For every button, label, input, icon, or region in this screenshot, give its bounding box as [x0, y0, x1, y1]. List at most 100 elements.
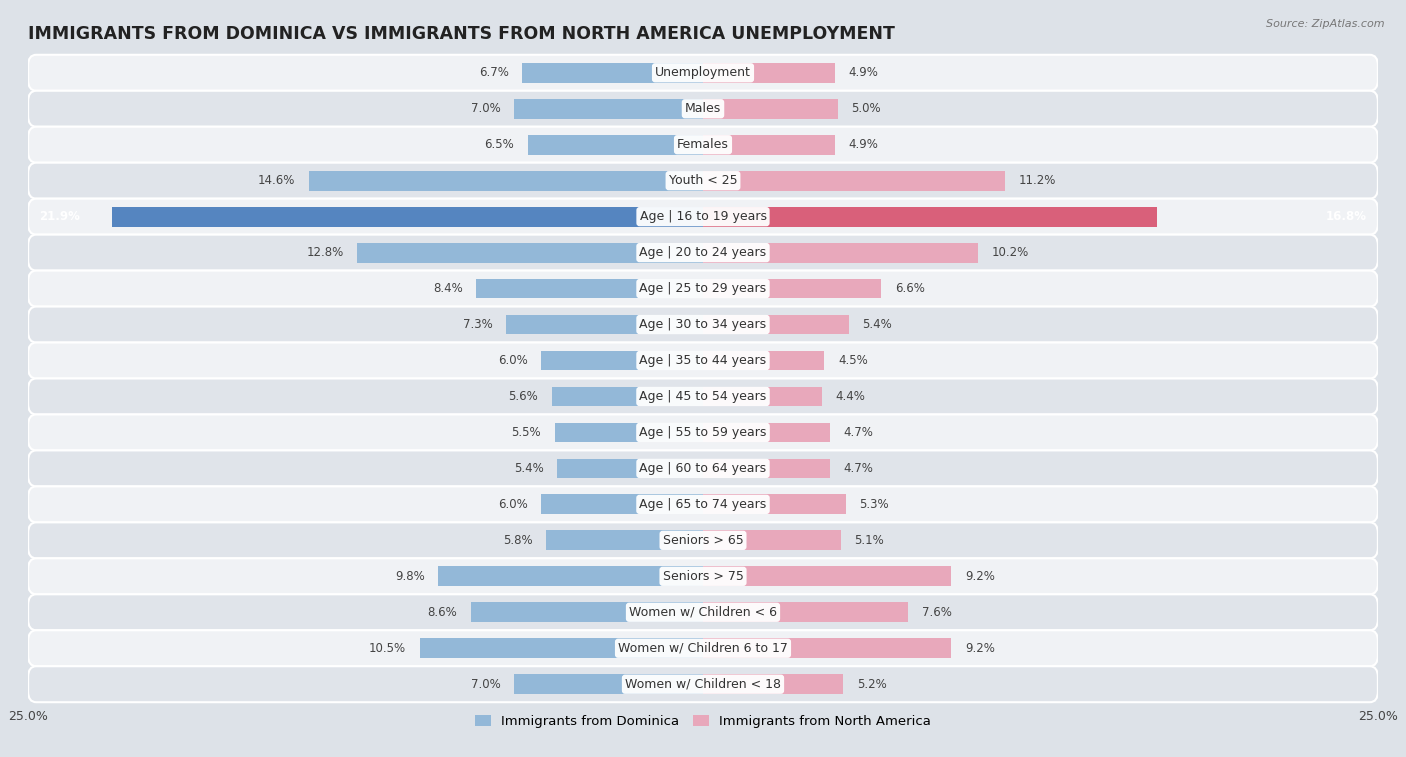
Bar [547, 531, 703, 550]
Text: Seniors > 65: Seniors > 65 [662, 534, 744, 547]
Text: 21.9%: 21.9% [39, 210, 80, 223]
FancyBboxPatch shape [28, 342, 1378, 378]
Bar [527, 135, 703, 154]
Text: Age | 25 to 29 years: Age | 25 to 29 years [640, 282, 766, 295]
Bar [703, 350, 824, 370]
Text: 4.9%: 4.9% [849, 139, 879, 151]
Bar [515, 99, 703, 119]
Bar [703, 566, 952, 586]
Text: 12.8%: 12.8% [307, 246, 344, 259]
Text: Age | 35 to 44 years: Age | 35 to 44 years [640, 354, 766, 367]
Bar [703, 494, 846, 514]
Text: 4.7%: 4.7% [844, 462, 873, 475]
Bar [557, 459, 703, 478]
FancyBboxPatch shape [28, 126, 1378, 163]
Text: 6.0%: 6.0% [498, 354, 527, 367]
Text: 8.6%: 8.6% [427, 606, 457, 618]
Bar [515, 674, 703, 694]
Text: Source: ZipAtlas.com: Source: ZipAtlas.com [1267, 19, 1385, 29]
Text: Age | 16 to 19 years: Age | 16 to 19 years [640, 210, 766, 223]
Text: 4.4%: 4.4% [835, 390, 865, 403]
Bar [703, 207, 1157, 226]
FancyBboxPatch shape [28, 198, 1378, 235]
Bar [703, 63, 835, 83]
Text: Seniors > 75: Seniors > 75 [662, 570, 744, 583]
Text: 6.5%: 6.5% [484, 139, 515, 151]
Bar [506, 315, 703, 335]
Bar [703, 422, 830, 442]
Text: Age | 60 to 64 years: Age | 60 to 64 years [640, 462, 766, 475]
FancyBboxPatch shape [28, 378, 1378, 415]
Text: 5.2%: 5.2% [856, 678, 887, 690]
Text: 5.6%: 5.6% [509, 390, 538, 403]
Text: Age | 55 to 59 years: Age | 55 to 59 years [640, 426, 766, 439]
Text: Women w/ Children 6 to 17: Women w/ Children 6 to 17 [619, 642, 787, 655]
FancyBboxPatch shape [28, 522, 1378, 559]
Text: 7.3%: 7.3% [463, 318, 492, 331]
Bar [703, 171, 1005, 191]
Bar [703, 603, 908, 622]
Text: 5.3%: 5.3% [859, 498, 889, 511]
Text: 14.6%: 14.6% [257, 174, 295, 187]
FancyBboxPatch shape [28, 559, 1378, 594]
FancyBboxPatch shape [28, 270, 1378, 307]
Text: 4.5%: 4.5% [838, 354, 868, 367]
Text: 6.6%: 6.6% [894, 282, 925, 295]
Bar [477, 279, 703, 298]
Bar [112, 207, 703, 226]
FancyBboxPatch shape [28, 450, 1378, 487]
Text: Age | 30 to 34 years: Age | 30 to 34 years [640, 318, 766, 331]
Bar [357, 243, 703, 263]
FancyBboxPatch shape [28, 415, 1378, 450]
Bar [419, 638, 703, 658]
Text: 16.8%: 16.8% [1326, 210, 1367, 223]
Text: 11.2%: 11.2% [1019, 174, 1056, 187]
Text: 9.8%: 9.8% [395, 570, 425, 583]
Text: 6.7%: 6.7% [479, 67, 509, 79]
Text: 7.0%: 7.0% [471, 678, 501, 690]
FancyBboxPatch shape [28, 666, 1378, 702]
FancyBboxPatch shape [28, 594, 1378, 631]
Text: Females: Females [678, 139, 728, 151]
FancyBboxPatch shape [28, 487, 1378, 522]
Bar [703, 638, 952, 658]
Text: Youth < 25: Youth < 25 [669, 174, 737, 187]
Text: 5.5%: 5.5% [512, 426, 541, 439]
Bar [703, 279, 882, 298]
Text: Age | 20 to 24 years: Age | 20 to 24 years [640, 246, 766, 259]
Bar [703, 459, 830, 478]
Text: 10.5%: 10.5% [368, 642, 406, 655]
Legend: Immigrants from Dominica, Immigrants from North America: Immigrants from Dominica, Immigrants fro… [470, 709, 936, 734]
Text: 7.0%: 7.0% [471, 102, 501, 115]
Bar [551, 387, 703, 407]
FancyBboxPatch shape [28, 235, 1378, 270]
Text: Women w/ Children < 6: Women w/ Children < 6 [628, 606, 778, 618]
Text: 5.8%: 5.8% [503, 534, 533, 547]
Text: 6.0%: 6.0% [498, 498, 527, 511]
Text: Age | 65 to 74 years: Age | 65 to 74 years [640, 498, 766, 511]
Text: 5.4%: 5.4% [515, 462, 544, 475]
Text: 5.0%: 5.0% [852, 102, 882, 115]
Text: Age | 45 to 54 years: Age | 45 to 54 years [640, 390, 766, 403]
Text: 5.1%: 5.1% [855, 534, 884, 547]
Bar [541, 494, 703, 514]
Bar [522, 63, 703, 83]
Bar [703, 531, 841, 550]
Text: 9.2%: 9.2% [965, 570, 994, 583]
Text: Males: Males [685, 102, 721, 115]
FancyBboxPatch shape [28, 631, 1378, 666]
Bar [703, 99, 838, 119]
Bar [541, 350, 703, 370]
FancyBboxPatch shape [28, 55, 1378, 91]
Bar [309, 171, 703, 191]
Bar [554, 422, 703, 442]
FancyBboxPatch shape [28, 91, 1378, 126]
Text: 10.2%: 10.2% [991, 246, 1029, 259]
Text: Women w/ Children < 18: Women w/ Children < 18 [626, 678, 780, 690]
Text: 4.7%: 4.7% [844, 426, 873, 439]
Text: 5.4%: 5.4% [862, 318, 891, 331]
Bar [703, 387, 821, 407]
Bar [703, 315, 849, 335]
Text: 4.9%: 4.9% [849, 67, 879, 79]
Bar [703, 674, 844, 694]
